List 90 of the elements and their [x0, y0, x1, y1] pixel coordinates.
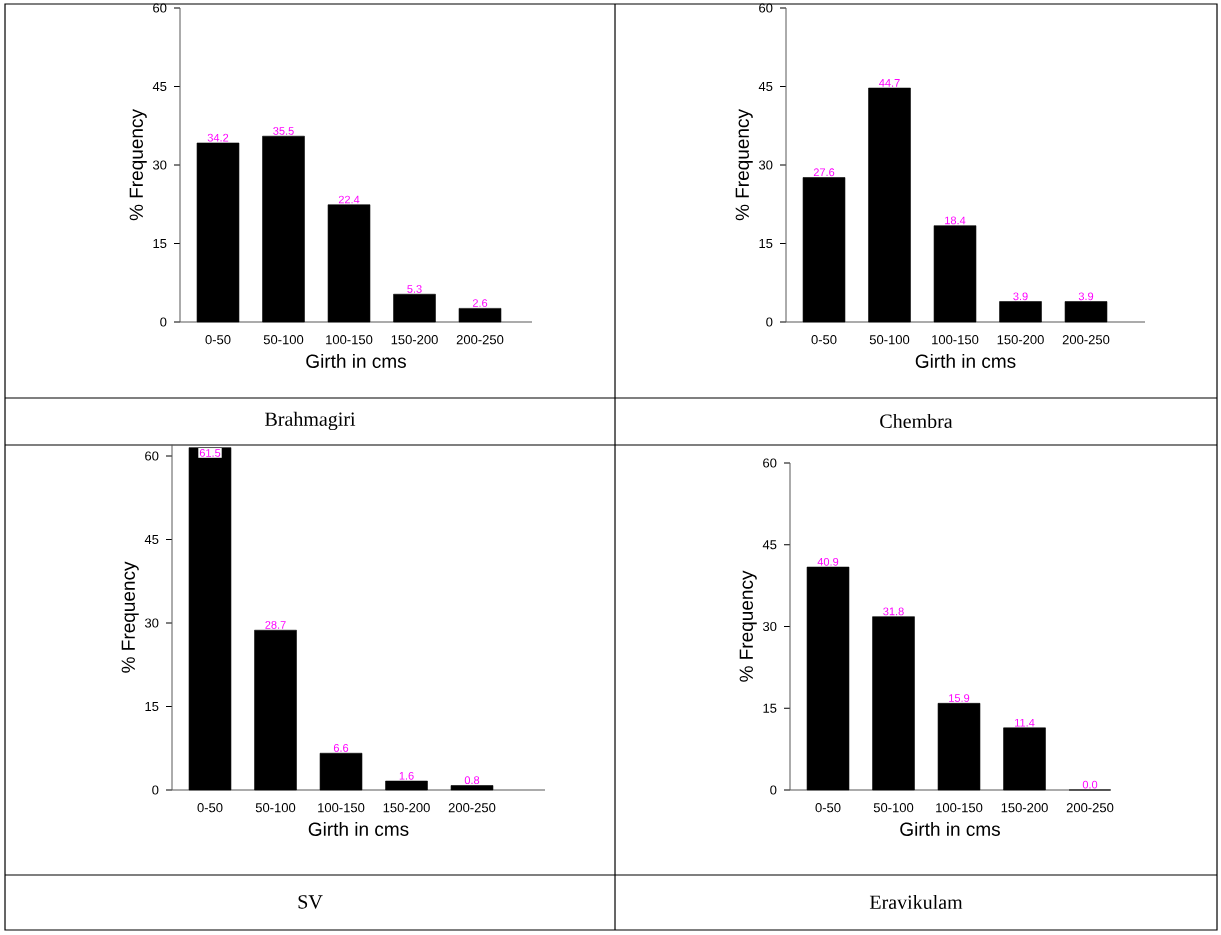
bar — [450, 785, 494, 791]
data-label: 2.6 — [472, 299, 488, 307]
bar — [933, 225, 977, 323]
text: Chembra — [880, 413, 953, 429]
y-tick-label: 0 — [770, 785, 777, 795]
y-tick-label: 15 — [763, 703, 777, 713]
y-axis-title: % Frequency — [735, 109, 753, 221]
y-tick-label: 45 — [762, 540, 777, 550]
bar — [458, 308, 502, 323]
data-label: 40.9 — [817, 557, 839, 566]
x-tick-label: 150-200 — [997, 335, 1044, 345]
y-tick-label: 0 — [766, 317, 773, 327]
x-tick-label: 150-200 — [391, 335, 438, 345]
bar — [806, 566, 850, 791]
x-tick-label: 200-250 — [448, 803, 496, 813]
y-tick-label: 30 — [152, 160, 167, 170]
bar — [319, 752, 363, 791]
data-label: 0.8 — [464, 776, 480, 785]
data-label: 18.4 — [945, 216, 966, 225]
text: Eravikulam — [869, 894, 963, 910]
x-tick-label: 200-250 — [456, 335, 504, 345]
data-label: 1.6 — [399, 771, 414, 780]
y-tick-label: 60 — [153, 3, 167, 13]
bar — [999, 301, 1042, 323]
data-label: 34.2 — [207, 133, 229, 142]
y-tick-label: 45 — [152, 81, 167, 92]
data-label: 3.9 — [1078, 292, 1094, 301]
bar — [937, 703, 981, 791]
y-tick-label: 60 — [763, 458, 777, 468]
y-tick-label: 15 — [145, 701, 159, 712]
y-tick-label: 30 — [762, 621, 777, 632]
x-tick-label: 200-250 — [1062, 335, 1110, 345]
data-label: 31.8 — [883, 607, 904, 616]
x-tick-label: 0-50 — [197, 803, 223, 813]
bar — [327, 204, 371, 323]
data-label: 28.7 — [265, 621, 286, 629]
y-axis-title: % Frequency — [121, 561, 139, 673]
y-tick-label: 15 — [153, 238, 167, 249]
text: SV — [298, 895, 323, 909]
bar — [196, 142, 240, 323]
data-label: 27.6 — [813, 168, 835, 177]
x-tick-label: 0-50 — [811, 335, 837, 345]
x-tick-label: 100-150 — [326, 335, 373, 345]
bar — [385, 780, 428, 791]
x-tick-label: 200-250 — [1066, 803, 1114, 813]
bar — [393, 293, 436, 323]
data-label: 15.9 — [949, 694, 970, 702]
data-label: 44.7 — [879, 79, 900, 87]
y-tick-label: 45 — [144, 534, 159, 545]
x-tick-label: 150-200 — [1001, 803, 1048, 813]
y-tick-label: 0 — [160, 317, 167, 327]
x-tick-label: 50-100 — [255, 803, 296, 813]
y-tick-label: 0 — [152, 785, 159, 795]
x-axis-title: Girth in cms — [915, 353, 1016, 368]
x-axis-title: Girth in cms — [900, 821, 1000, 836]
x-tick-label: 150-200 — [383, 803, 430, 813]
x-tick-label: 0-50 — [205, 335, 231, 345]
bar — [868, 87, 911, 323]
x-tick-label: 100-150 — [318, 803, 365, 813]
y-axis-title: % Frequency — [739, 570, 757, 682]
x-tick-label: 100-150 — [936, 803, 983, 813]
y-tick-label: 30 — [758, 160, 773, 170]
y-tick-label: 30 — [144, 618, 159, 628]
bar — [1003, 727, 1046, 791]
bar — [254, 629, 297, 791]
y-tick-label: 45 — [758, 81, 773, 92]
data-label: 35.5 — [273, 127, 294, 135]
y-tick-label: 60 — [759, 3, 773, 13]
x-tick-label: 50-100 — [263, 335, 304, 345]
data-label: 3.9 — [1013, 292, 1028, 301]
x-tick-label: 50-100 — [873, 803, 914, 813]
y-tick-label: 15 — [759, 238, 773, 249]
bar — [872, 616, 915, 791]
bar — [1064, 301, 1108, 323]
x-axis-title: Girth in cms — [308, 821, 409, 836]
x-tick-label: 100-150 — [932, 335, 979, 345]
data-label: 6.6 — [333, 744, 349, 752]
x-tick-label: 50-100 — [869, 335, 910, 345]
bar — [802, 177, 846, 323]
data-label: 22.4 — [338, 195, 360, 204]
x-tick-label: 0-50 — [815, 803, 841, 813]
x-axis-title: Girth in cms — [306, 353, 406, 368]
data-label: 0.0 — [1082, 780, 1098, 789]
data-label: 5.3 — [407, 285, 422, 293]
y-axis-title: % Frequency — [129, 109, 147, 221]
text: Brahmagiri — [265, 411, 356, 431]
data-label: 61.5 — [199, 449, 221, 457]
bar — [262, 135, 305, 323]
y-tick-label: 60 — [145, 451, 159, 461]
data-label: 11.4 — [1015, 718, 1035, 727]
